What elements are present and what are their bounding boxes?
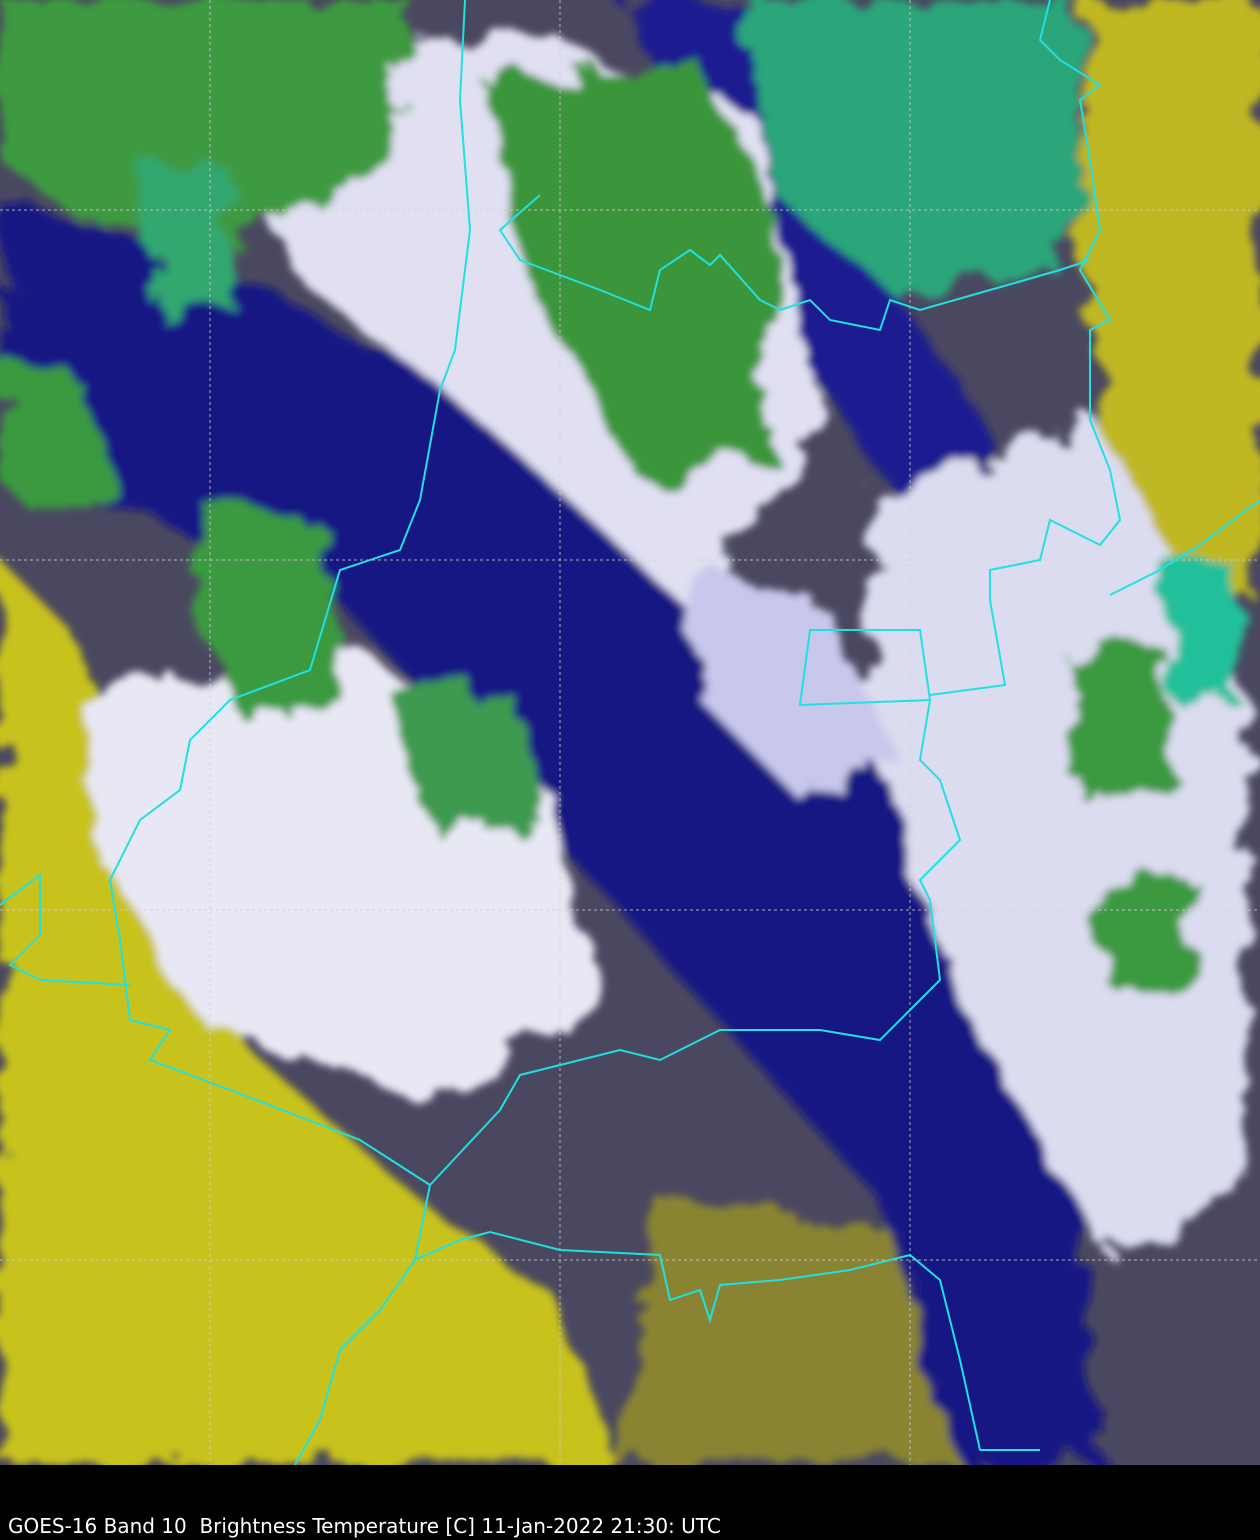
cold-top-center [380, 680, 540, 840]
satellite-image [0, 0, 1260, 1465]
warm-region-south [620, 1200, 960, 1465]
cold-top-north-central [480, 60, 780, 480]
cold-top-west [190, 500, 340, 720]
lat-lon-gridlines [0, 0, 1260, 1465]
cloud-central [680, 560, 900, 800]
cold-top-east [1060, 640, 1180, 800]
warm-region-east [1080, 0, 1260, 600]
cold-top-northwest [0, 0, 420, 250]
political-borders [0, 0, 1260, 1465]
cold-top-far-west [0, 360, 120, 520]
cloud-east [860, 420, 1250, 1250]
image-caption: GOES-16 Band 10 Brightness Temperature [… [8, 1514, 721, 1538]
cold-top-southeast [1100, 880, 1200, 980]
cold-top-nw-teal [140, 160, 230, 310]
cold-top-east-teal [1160, 560, 1240, 700]
